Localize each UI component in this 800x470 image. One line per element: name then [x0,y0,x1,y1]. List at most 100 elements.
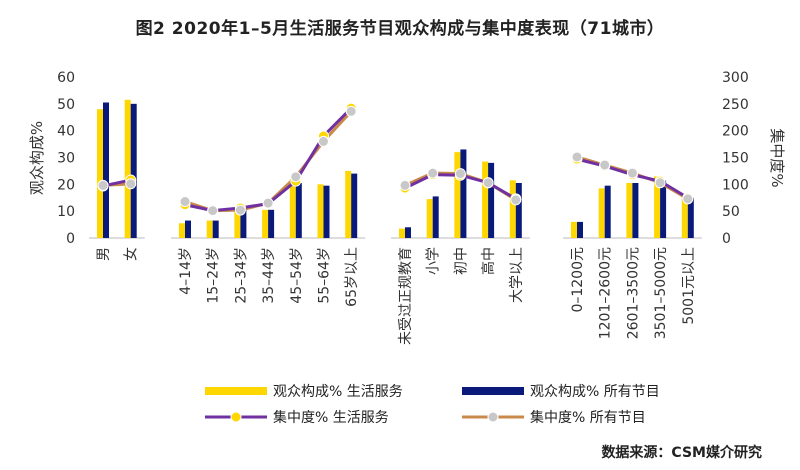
x-tick-label: 小学 [426,247,442,275]
bar-all-programs [130,103,137,238]
bar-life-service [345,170,352,238]
bar-all-programs [604,185,611,238]
x-tick-label: 3501–5000元 [653,247,669,339]
bar-life-service [598,188,605,238]
marker-all-programs [454,168,466,180]
marker-all-programs [97,179,109,191]
marker-all-programs [207,205,219,217]
left-axis-tick-label: 10 [57,204,75,220]
x-tick-label: 55–64岁 [317,247,333,304]
marker-all-programs [571,151,583,163]
bar-life-service [399,228,405,238]
marker-all-programs [179,196,191,208]
x-tick-label: 65岁以上 [344,247,360,307]
bar-life-service [681,195,688,238]
bar-life-service [626,182,633,238]
bar-life-service [509,180,516,238]
legend-marker [230,411,242,423]
bar-all-programs [405,227,411,238]
marker-all-programs [427,167,439,179]
x-tick-label: 初中 [452,247,469,275]
x-tick-label: 1201–2600元 [598,247,614,339]
axes: 0 10 20 30 40 50 60 0 50 100 150 200 250 300 观众构成% 集中度% [28,70,786,247]
bar-all-programs [240,205,247,238]
right-axis-tick-label: 300 [722,70,749,86]
right-axis-tick-label: 200 [722,124,749,140]
x-tick-label: 15–24岁 [206,247,222,304]
bar-life-service [234,207,241,238]
bar-life-service [97,109,103,238]
left-axis-tick-label: 60 [57,70,75,86]
bar-all-programs [660,180,667,238]
right-axis-tick-label: 0 [722,231,731,247]
x-tick-label: 高中 [480,247,497,275]
bar-all-programs [351,173,358,238]
marker-all-programs [626,167,638,179]
bar-all-programs [185,220,191,238]
bar-all-programs [432,196,439,238]
marker-all-programs [482,177,494,189]
bar-life-service [482,161,489,238]
right-axis-title: 集中度% [768,128,786,187]
bar-life-service [179,223,185,238]
legend-swatch [205,387,267,395]
source-note: 数据来源：CSM媒介研究 [601,445,762,461]
bar-life-service [317,184,324,238]
right-axis-tick-label: 250 [722,97,749,113]
bar-all-programs [687,197,694,238]
bar-life-service [571,221,577,238]
bar-all-programs [212,220,219,238]
marker-all-programs [345,105,357,117]
right-axis-tick-label: 50 [722,204,740,220]
marker-all-programs [290,171,302,183]
marker-all-programs [234,204,246,216]
right-axis-tick-label: 150 [722,151,749,167]
bar-life-service [454,152,461,238]
marker-all-programs [318,135,329,147]
bar-all-programs [632,182,639,238]
x-tick-label: 未受过正规教育 [398,247,414,345]
bar-all-programs [323,185,330,238]
x-tick-label: 大学以上 [509,247,525,303]
x-tick-label: 45–54岁 [289,247,305,304]
legend-label: 集中度% 生活服务 [273,409,389,426]
legend-label: 观众构成% 所有节目 [530,384,660,400]
legend-marker [487,411,499,423]
x-tick-label: 25–34岁 [233,247,249,304]
bar-all-programs [515,182,522,238]
bars [97,99,694,238]
bar-all-programs [295,182,302,238]
bar-all-programs [268,209,275,238]
marker-all-programs [654,177,666,189]
left-axis-title: 观众构成% [28,121,46,195]
legend-label: 观众构成% 生活服务 [273,384,403,400]
left-axis-tick-label: 50 [57,97,75,113]
marker-all-programs [125,178,137,190]
marker-all-programs [399,179,411,191]
x-tick-label: 0–1200元 [570,247,586,313]
bar-life-service [262,209,269,238]
bar-all-programs [577,221,583,238]
legend-label: 集中度% 所有节目 [530,409,646,426]
x-tick-label: 5001元以上 [681,247,697,325]
left-axis-tick-label: 30 [57,151,75,167]
marker-all-programs [682,193,694,205]
left-axis-tick-label: 20 [57,177,75,193]
bar-life-service [124,99,131,238]
bar-life-service [206,220,213,238]
x-tick-label: 2601–3500元 [625,247,641,339]
right-axis-tick-label: 100 [722,177,749,193]
marker-all-programs [599,159,611,171]
x-tick-label: 男 [96,247,112,261]
marker-all-programs [510,194,522,206]
x-tick-label: 35–44岁 [261,247,277,304]
left-axis-tick-label: 40 [57,124,75,140]
bar-life-service [289,178,296,238]
x-tick-labels: 男女 4–14岁 15–24岁 25–34岁 35–44岁 45–54岁 55–64岁 65岁… [96,247,697,345]
bar-life-service [426,199,433,238]
x-tick-label: 女 [123,247,140,261]
bar-all-programs [488,162,495,238]
bar-life-service [654,176,661,238]
